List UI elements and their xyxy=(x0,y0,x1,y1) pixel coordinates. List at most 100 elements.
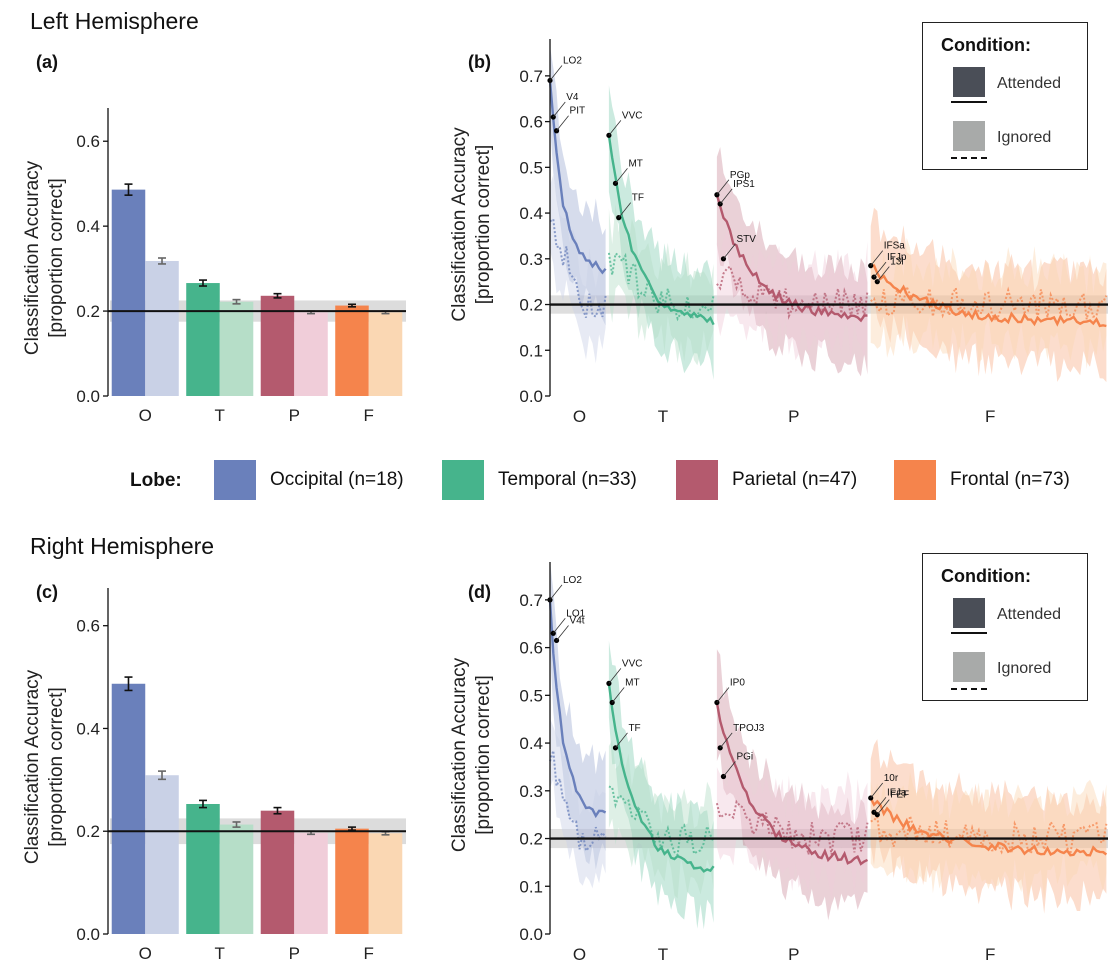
y-tick-label: 0.0 xyxy=(76,925,100,944)
region-label-MT: MT xyxy=(625,677,639,688)
lobe-legend: Lobe: Occipital (n=18) Temporal (n=33) P… xyxy=(130,458,1090,502)
x-tick-P: P xyxy=(788,407,799,426)
region-label-TF: TF xyxy=(628,723,640,734)
region-leader-LO2 xyxy=(549,584,563,601)
lobe-legend-occipital: Occipital (n=18) xyxy=(214,458,404,502)
y-axis-label: Classification Accuracy [proportion corre… xyxy=(449,657,494,852)
attended-bar-O xyxy=(111,189,146,396)
y-tick-label: 0.6 xyxy=(519,639,543,658)
region-leader-V4 xyxy=(552,101,566,118)
y-tick-label: 0.6 xyxy=(76,617,100,636)
ignored-bar-P xyxy=(294,312,328,396)
frontal-attended-band xyxy=(870,207,1107,383)
region-label-LO2: LO2 xyxy=(563,575,582,586)
y-tick-label: 0.1 xyxy=(519,877,543,896)
attended-error-bar-T xyxy=(198,799,207,809)
region-label-10r: 10r xyxy=(884,773,899,784)
panel-label-a: (a) xyxy=(36,52,58,72)
parietal-ignored-line xyxy=(715,799,869,855)
ignored-line-sample xyxy=(951,157,987,159)
x-tick-F: F xyxy=(985,945,995,964)
temporal-label: Temporal (n=33) xyxy=(498,469,637,490)
region-leader-PGp xyxy=(716,179,730,196)
x-tick-O: O xyxy=(139,944,152,963)
x-tick-F: F xyxy=(364,406,374,425)
occipital-label: Occipital (n=18) xyxy=(270,469,404,490)
attended-error-bar-O xyxy=(124,676,133,692)
region-label-IFJa: IFJa xyxy=(887,787,907,798)
ignored-swatch xyxy=(953,652,985,682)
region-leader-IFJa xyxy=(873,797,887,813)
temporal-ignored-band xyxy=(608,739,714,899)
ignored-bar-T xyxy=(219,301,254,396)
attended-error-bar-P xyxy=(273,292,282,299)
attended-error-bar-F xyxy=(347,826,356,832)
region-leader-TF xyxy=(615,732,628,749)
region-leader-13l xyxy=(876,266,890,282)
ignored-error-bar-T xyxy=(232,298,241,305)
y-axis-label-line1: Classification Accuracy xyxy=(449,657,470,852)
region-leader-IPS1 xyxy=(719,188,733,205)
y-tick-label: 0.1 xyxy=(519,341,543,360)
temporal-attended-band xyxy=(608,85,714,380)
x-tick-O: O xyxy=(139,406,152,425)
occipital-ignored-line xyxy=(549,750,607,853)
temporal-attended-line xyxy=(607,683,715,873)
lobe-legend-title: Lobe: xyxy=(130,470,182,491)
y-tick-label: 0.2 xyxy=(519,296,543,315)
occipital-attended-line xyxy=(548,599,607,819)
ignored-error-bar-O xyxy=(158,257,167,265)
occipital-attended-line xyxy=(548,80,607,275)
y-tick-label: 0.2 xyxy=(76,302,100,321)
ignored-bar-O xyxy=(145,260,179,396)
occipital-attended-band xyxy=(550,45,606,326)
region-label-VVC: VVC xyxy=(622,658,643,669)
y-axis-label-line1: Classification Accuracy xyxy=(22,669,43,864)
attended-bar-P xyxy=(260,295,295,396)
region-label-TPOJ3: TPOJ3 xyxy=(733,723,765,734)
ignored-error-bar-O xyxy=(158,770,167,781)
y-tick-label: 0.2 xyxy=(76,822,100,841)
frontal-label: Frontal (n=73) xyxy=(950,469,1070,490)
y-axis-label-line1: Classification Accuracy xyxy=(22,160,43,355)
x-tick-T: T xyxy=(215,944,225,963)
lobe-legend-temporal: Temporal (n=33) xyxy=(442,458,637,502)
y-tick-label: 0.3 xyxy=(519,782,543,801)
occipital-swatch xyxy=(214,460,256,500)
region-label-IPS1: IPS1 xyxy=(733,179,755,190)
attended-error-bar-O xyxy=(124,183,133,196)
attended-bar-F xyxy=(335,828,369,934)
x-tick-F: F xyxy=(985,407,995,426)
y-tick-label: 0.0 xyxy=(76,387,100,406)
region-leader-IFJp xyxy=(873,261,887,278)
region-label-IFJp: IFJp xyxy=(887,252,907,263)
condition-legend-title: Condition: xyxy=(941,566,1031,586)
y-tick-label: 0.3 xyxy=(519,250,543,269)
x-tick-F: F xyxy=(364,944,374,963)
attended-error-bar-T xyxy=(198,279,207,287)
attended-error-bar-F xyxy=(347,303,356,308)
attended-swatch xyxy=(953,67,985,97)
y-tick-label: 0.5 xyxy=(519,686,543,705)
y-tick-label: 0.4 xyxy=(76,719,100,738)
lobe-legend-parietal: Parietal (n=47) xyxy=(676,458,857,502)
y-axis-label-line2: [proportion correct] xyxy=(46,178,67,337)
region-leader-STV xyxy=(723,243,736,260)
parietal-ignored-band xyxy=(716,765,868,900)
region-leader-MT xyxy=(615,168,628,184)
attended-line-sample xyxy=(951,101,987,103)
y-tick-label: 0.6 xyxy=(76,132,100,151)
x-tick-O: O xyxy=(573,945,586,964)
region-label-VVC: VVC xyxy=(622,110,643,121)
y-tick-label: 0.7 xyxy=(519,591,543,610)
region-leader-TPOJ3 xyxy=(719,732,733,749)
ignored-bar-P xyxy=(294,832,328,934)
parietal-attended-line xyxy=(715,702,869,866)
frontal-ignored-line xyxy=(870,283,1108,321)
region-leader-IFSa xyxy=(870,250,884,266)
ignored-error-bar-T xyxy=(232,821,241,828)
y-tick-label: 0.0 xyxy=(519,387,543,406)
frontal-attended-line xyxy=(870,264,1107,328)
